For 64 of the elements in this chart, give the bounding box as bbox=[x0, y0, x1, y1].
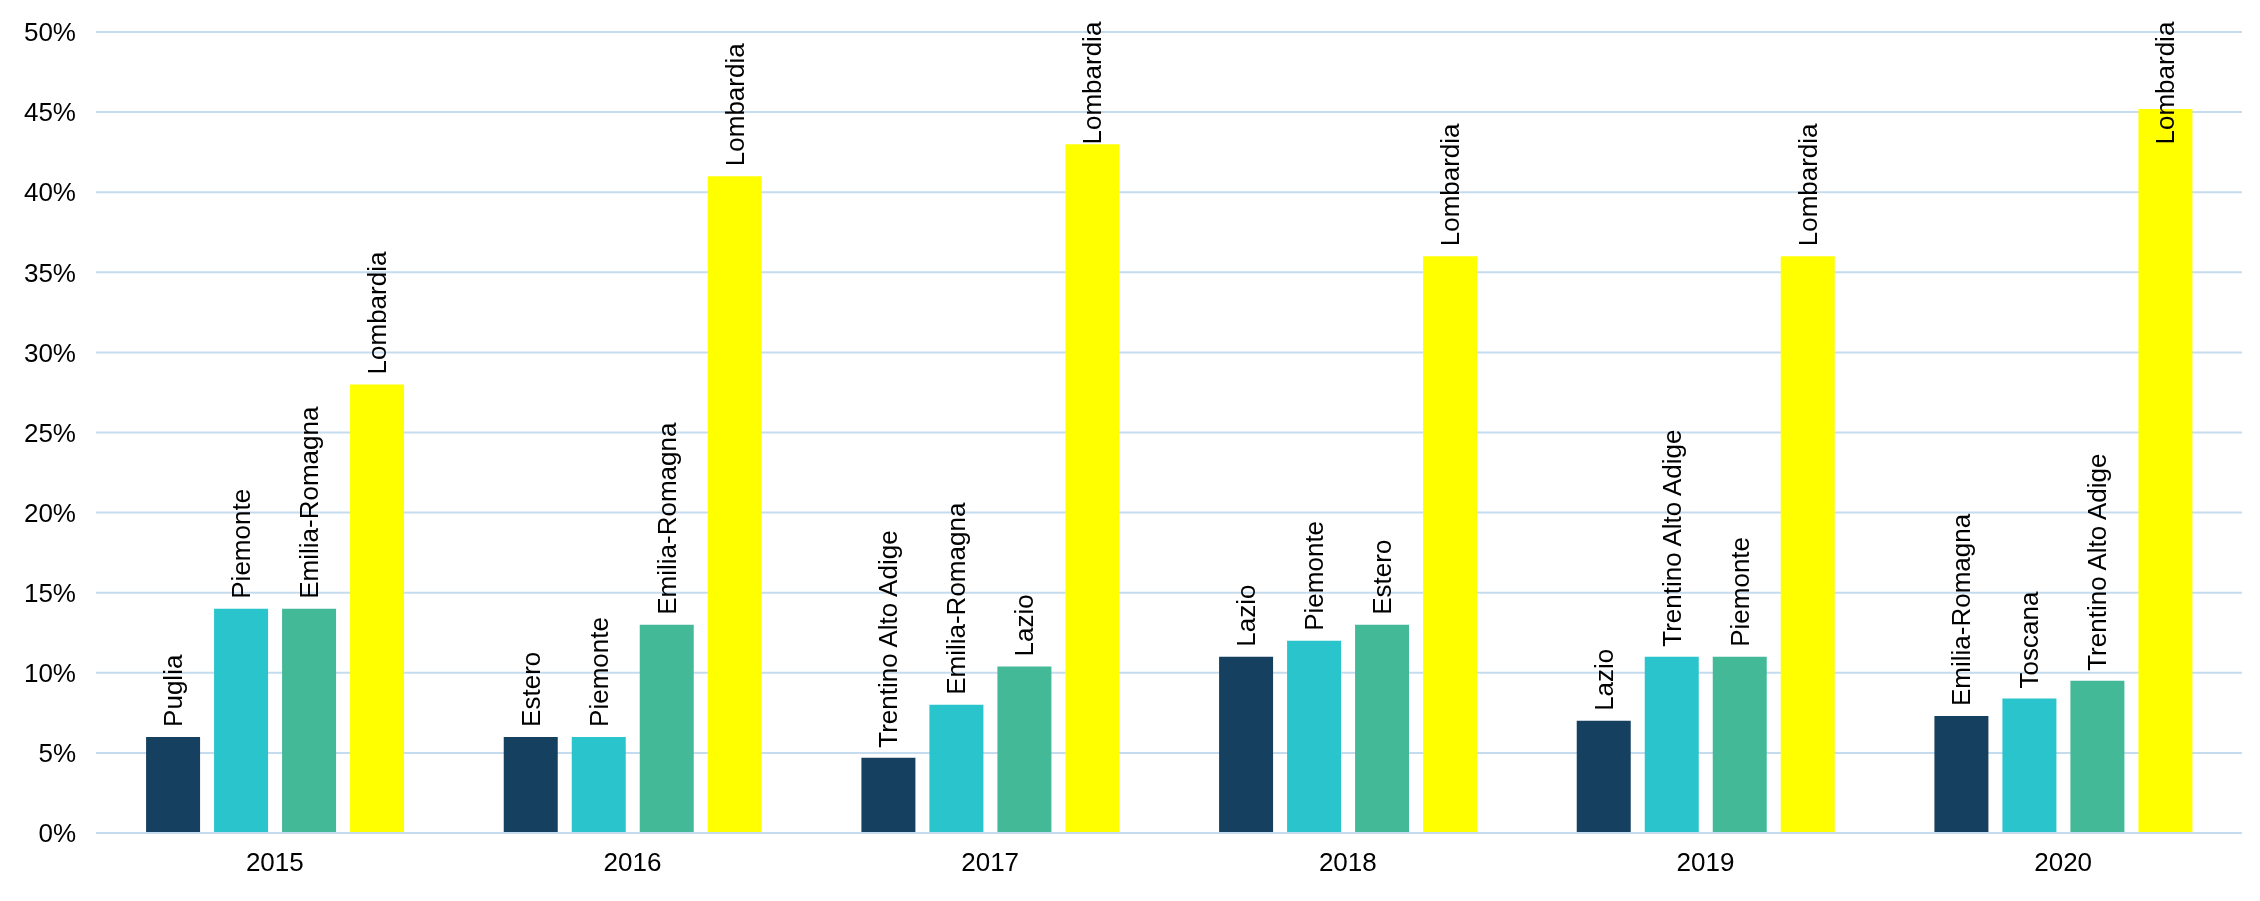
data-label: Piemonte bbox=[1299, 520, 1330, 631]
data-label: Lombardia bbox=[1792, 122, 1823, 247]
bar bbox=[1576, 720, 1631, 833]
y-tick-label: 5% bbox=[38, 738, 76, 769]
data-label: Estero bbox=[515, 651, 546, 727]
bar bbox=[350, 384, 405, 833]
data-label: Lazio bbox=[1009, 594, 1040, 657]
y-tick-label: 15% bbox=[23, 577, 76, 608]
bar bbox=[861, 757, 916, 833]
bar bbox=[639, 624, 694, 833]
y-tick-label: 20% bbox=[23, 497, 76, 528]
x-tick-label: 2019 bbox=[1676, 847, 1735, 878]
x-tick-label: 2015 bbox=[245, 847, 304, 878]
data-label: Piemonte bbox=[226, 488, 257, 599]
data-label: Lombardia bbox=[719, 42, 750, 167]
y-tick-label: 45% bbox=[23, 97, 76, 128]
data-label: Estero bbox=[1367, 539, 1398, 615]
bar bbox=[1644, 656, 1699, 833]
data-label: Lazio bbox=[1231, 584, 1262, 647]
bar bbox=[503, 736, 558, 833]
data-label: Lombardia bbox=[362, 251, 393, 375]
data-label: Lombardia bbox=[1077, 21, 1108, 145]
y-tick-label: 50% bbox=[23, 17, 76, 48]
y-tick-label: 30% bbox=[23, 337, 76, 368]
x-tick-label: 2018 bbox=[1318, 847, 1377, 878]
bar bbox=[2070, 680, 2125, 833]
data-label: Lazio bbox=[1588, 648, 1619, 711]
data-label: Trentino Alto Adige bbox=[2082, 453, 2113, 671]
bar bbox=[1780, 256, 1835, 833]
data-label: Trentino Alto Adige bbox=[1656, 429, 1687, 647]
bar bbox=[2002, 698, 2057, 833]
bar bbox=[1065, 144, 1120, 833]
bar bbox=[997, 666, 1052, 833]
bar bbox=[1934, 716, 1989, 833]
x-tick-label: 2020 bbox=[2034, 847, 2093, 878]
bar bbox=[1355, 624, 1410, 833]
y-tick-label: 10% bbox=[23, 658, 76, 689]
bar bbox=[1287, 640, 1342, 833]
bar bbox=[1423, 256, 1478, 833]
data-label: Piemonte bbox=[583, 617, 614, 727]
x-tick-label: 2016 bbox=[603, 847, 662, 878]
data-label: Piemonte bbox=[1724, 536, 1755, 647]
data-label: Lombardia bbox=[1435, 122, 1466, 247]
bar bbox=[707, 176, 762, 833]
bar bbox=[214, 608, 269, 833]
bar bbox=[929, 704, 984, 833]
y-tick-label: 25% bbox=[23, 417, 76, 448]
data-label: Lombardia bbox=[2150, 21, 2181, 145]
x-tick-label: 2017 bbox=[961, 847, 1020, 878]
bar bbox=[1712, 656, 1767, 833]
data-label: Emilia-Romagna bbox=[294, 406, 325, 599]
data-label: Puglia bbox=[158, 654, 189, 727]
data-label: Trentino Alto Adige bbox=[873, 530, 904, 748]
data-label: Emilia-Romagna bbox=[1946, 513, 1977, 707]
data-label: Emilia-Romagna bbox=[941, 502, 972, 695]
bar bbox=[1219, 656, 1274, 833]
data-label: Emilia-Romagna bbox=[651, 422, 682, 615]
bar bbox=[571, 736, 626, 833]
bar bbox=[146, 736, 201, 833]
y-tick-label: 0% bbox=[38, 818, 76, 849]
data-label: Toscana bbox=[2014, 591, 2045, 689]
bar bbox=[282, 608, 337, 833]
y-tick-label: 35% bbox=[23, 257, 76, 288]
y-tick-label: 40% bbox=[23, 177, 76, 208]
